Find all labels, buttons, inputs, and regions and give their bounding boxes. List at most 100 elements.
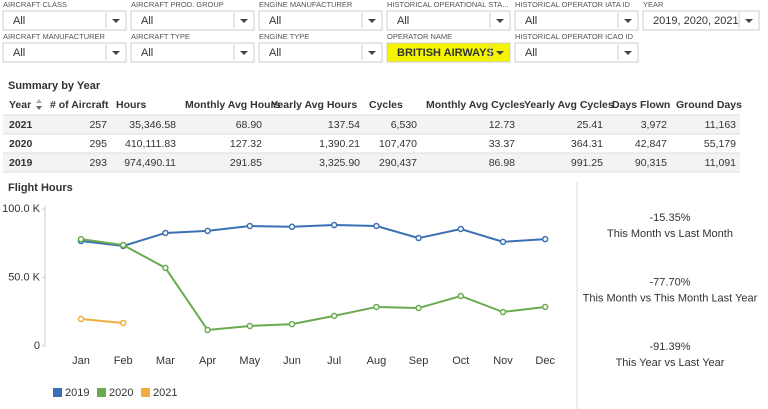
filter-value: All — [525, 47, 537, 59]
table-cell: 2019 — [9, 157, 33, 169]
filter-box[interactable] — [2, 10, 127, 31]
table-cell: 2020 — [9, 138, 33, 150]
table-cell: 2021 — [9, 119, 33, 131]
filter-box[interactable] — [130, 10, 255, 31]
x-tick-label: Oct — [452, 355, 469, 367]
filter-label: OPERATOR NAME — [387, 32, 452, 41]
data-point — [499, 238, 507, 246]
table-row — [3, 115, 740, 134]
table-cell: 295 — [89, 138, 107, 150]
table-cell: 991.25 — [571, 157, 603, 169]
data-point — [415, 304, 422, 312]
x-tick-label: Jan — [72, 355, 90, 367]
dropdown-arrow — [240, 19, 248, 23]
dropdown-arrow — [112, 51, 120, 55]
data-point — [330, 221, 338, 229]
table-cell: 25.41 — [577, 119, 603, 131]
table-cell: 127.32 — [230, 138, 262, 150]
table-cell: 68.90 — [236, 119, 262, 131]
column-header: Hours — [116, 99, 146, 111]
kpi-label: This Year vs Last Year — [616, 357, 725, 369]
table-cell: 3,972 — [641, 119, 667, 131]
data-point — [119, 241, 127, 249]
filter-value: All — [141, 47, 153, 59]
filter-box[interactable] — [386, 42, 511, 63]
x-tick-label: Dec — [535, 355, 555, 367]
table-cell: 974,490.11 — [124, 157, 176, 169]
table-cell: 6,530 — [391, 119, 417, 131]
column-header: Ground Days — [676, 99, 742, 111]
data-point — [77, 315, 85, 323]
legend-label[interactable]: 2021 — [153, 387, 177, 399]
filter-value: 2019, 2020, 2021 — [653, 15, 739, 27]
filter-label: HISTORICAL OPERATOR IATA ID — [515, 0, 630, 9]
column-header: Year — [9, 99, 31, 111]
table-cell: 364.31 — [571, 138, 603, 150]
legend-label[interactable]: 2019 — [65, 387, 89, 399]
legend-swatch[interactable] — [53, 388, 62, 397]
filter-value: All — [269, 47, 281, 59]
x-tick-label: Jun — [283, 355, 301, 367]
data-point — [288, 320, 296, 328]
filter-box[interactable] — [130, 42, 255, 63]
filter-box[interactable] — [258, 10, 383, 31]
filter-value: All — [525, 15, 537, 27]
table-cell: 3,325.90 — [319, 157, 360, 169]
filter-box[interactable] — [2, 42, 127, 63]
filter-value: All — [397, 15, 409, 27]
table-row — [3, 134, 740, 153]
column-header: Yearly Avg Hours — [271, 99, 357, 111]
table-cell: 137.54 — [328, 119, 360, 131]
dropdown-arrow — [745, 19, 753, 23]
legend-swatch[interactable] — [97, 388, 106, 397]
filter-label: HISTORICAL OPERATOR ICAO ID — [515, 32, 634, 41]
column-header: Monthly Avg Cycles — [426, 99, 525, 111]
legend-swatch[interactable] — [141, 388, 150, 397]
data-point — [541, 303, 549, 311]
filter-label: ENGINE MANUFACTURER — [259, 0, 353, 9]
data-point — [204, 326, 211, 334]
dropdown-arrow — [368, 19, 376, 23]
sort-icon — [36, 99, 42, 103]
filter-value: All — [141, 15, 153, 27]
filter-label: AIRCRAFT PROD. GROUP — [131, 0, 224, 9]
filter-box[interactable] — [514, 42, 639, 63]
dropdown-arrow — [624, 19, 632, 23]
data-point — [541, 235, 549, 243]
table-cell: 86.98 — [489, 157, 515, 169]
data-point — [162, 264, 169, 272]
filter-value: All — [13, 47, 25, 59]
filter-label: AIRCRAFT TYPE — [131, 32, 190, 41]
kpi-label: This Month vs Last Month — [607, 228, 733, 240]
y-tick-label: 50.0 K — [8, 271, 40, 283]
x-tick-label: Aug — [367, 355, 387, 367]
filter-label: HISTORICAL OPERATIONAL STA... — [387, 0, 509, 9]
series-line — [80, 238, 546, 332]
data-point — [499, 308, 507, 316]
filter-value: All — [13, 15, 25, 27]
column-header: Cycles — [369, 99, 403, 111]
dropdown-arrow — [496, 19, 504, 23]
x-tick-label: Sep — [409, 355, 429, 367]
sort-icon — [36, 106, 42, 110]
series-line — [80, 318, 124, 324]
x-tick-label: Mar — [156, 355, 175, 367]
table-cell: 11,091 — [705, 157, 736, 169]
dropdown-arrow — [496, 51, 504, 55]
filter-box[interactable] — [386, 10, 511, 31]
filter-box[interactable] — [642, 10, 760, 31]
filter-box[interactable] — [258, 42, 383, 63]
table-cell: 11,163 — [705, 119, 736, 131]
table-cell: 257 — [89, 119, 107, 131]
legend-label[interactable]: 2020 — [109, 387, 133, 399]
kpi-value: -77.70% — [650, 276, 691, 288]
data-point — [246, 322, 254, 330]
column-header: # of Aircraft — [50, 99, 109, 111]
data-point — [373, 303, 380, 311]
table-cell: 35,346.58 — [129, 119, 176, 131]
filter-value: BRITISH AIRWAYS — [397, 47, 494, 59]
table-cell: 42,847 — [635, 138, 667, 150]
filter-box[interactable] — [514, 10, 639, 31]
x-tick-label: Jul — [327, 355, 341, 367]
table-cell: 33.37 — [489, 138, 515, 150]
